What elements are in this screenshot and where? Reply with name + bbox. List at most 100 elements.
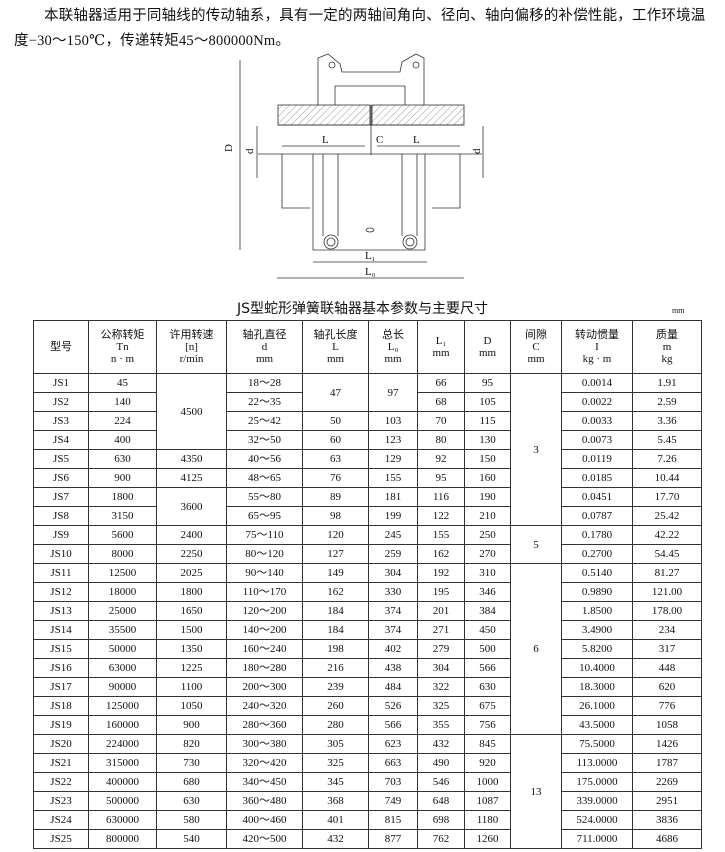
label-L-left: L bbox=[322, 134, 329, 146]
table-cell: 402 bbox=[368, 639, 418, 659]
table-row: JS2 140 22～35 68 105 0.0022 2.59 bbox=[33, 392, 702, 412]
table-cell: 181 bbox=[368, 487, 418, 507]
table-cell: JS7 bbox=[33, 487, 89, 507]
table-cell: 305 bbox=[302, 734, 369, 754]
table-cell: 178.00 bbox=[632, 601, 702, 621]
table-cell: 800000 bbox=[88, 829, 157, 849]
table-row: JS3 224 25～42 50 103 70 115 0.0033 3.36 bbox=[33, 411, 702, 431]
table-cell: JS15 bbox=[33, 639, 89, 659]
table-cell: 116 bbox=[417, 487, 465, 507]
table-row: JS20 224000 820 300～380 305 623 432 845 13 75.500… bbox=[33, 734, 702, 849]
table-cell: 18.3000 bbox=[561, 677, 633, 697]
table-row: JS15 50000 1350 160～240 198 402 279 500 5.8200 31… bbox=[33, 639, 702, 659]
table-cell: 89 bbox=[302, 487, 369, 507]
table-cell: 260 bbox=[302, 696, 369, 716]
table-cell: 45 bbox=[88, 373, 157, 393]
table-cell: 438 bbox=[368, 658, 418, 678]
table-cell: 43.5000 bbox=[561, 715, 633, 735]
table-cell: 25000 bbox=[88, 601, 157, 621]
header-line: mm bbox=[255, 353, 274, 365]
table-cell: 566 bbox=[368, 715, 418, 735]
table-cell: 920 bbox=[464, 753, 511, 773]
table-cell: JS4 bbox=[33, 430, 89, 450]
table-cell: 160～240 bbox=[226, 639, 303, 659]
table-cell: 0.0185 bbox=[561, 468, 633, 488]
table-row: JS13 25000 1650 120～200 184 374 201 384 1.8500 17… bbox=[33, 601, 702, 621]
column-header: 总长 L₀ mm bbox=[368, 320, 418, 374]
table-cell: 749 bbox=[368, 791, 418, 811]
table-cell: 630000 bbox=[88, 810, 157, 830]
header-line: mm bbox=[326, 353, 345, 365]
table-cell: 300～380 bbox=[226, 734, 303, 754]
table-row: JS10 8000 2250 80～120 127 259 162 270 0.2700 54.4… bbox=[33, 544, 702, 564]
table-cell: 0.0073 bbox=[561, 430, 633, 450]
table-cell: 0.9890 bbox=[561, 582, 633, 602]
table-cell: JS20 bbox=[33, 734, 89, 754]
table-cell: 68 bbox=[417, 392, 465, 412]
table-cell: 3600 bbox=[156, 487, 227, 526]
table-cell: 80～120 bbox=[226, 544, 303, 564]
table-cell: 113.0000 bbox=[561, 753, 633, 773]
table-cell: 95 bbox=[464, 373, 511, 393]
table-cell: 50 bbox=[302, 411, 369, 431]
table-cell: JS19 bbox=[33, 715, 89, 735]
table-row: JS4 400 32～50 60 123 80 130 0.0073 5.45 bbox=[33, 430, 702, 450]
table-cell: 5600 bbox=[88, 525, 157, 545]
table-cell: 92 bbox=[417, 449, 465, 469]
table-cell: 22～35 bbox=[226, 392, 303, 412]
table-cell: 63 bbox=[302, 449, 369, 469]
table-cell: 7.26 bbox=[632, 449, 702, 469]
table-cell: 54.45 bbox=[632, 544, 702, 564]
table-cell: 18～28 bbox=[226, 373, 303, 393]
header-line: L₁ bbox=[435, 335, 447, 347]
table-cell: 98 bbox=[302, 506, 369, 526]
header-line: r/min bbox=[179, 353, 204, 365]
table-cell: 1500 bbox=[156, 620, 227, 640]
table-cell: JS5 bbox=[33, 449, 89, 469]
table-cell: 224 bbox=[88, 411, 157, 431]
table-cell: 80 bbox=[417, 430, 465, 450]
table-cell: 2400 bbox=[156, 525, 227, 545]
table-cell: 900 bbox=[156, 715, 227, 735]
table-cell: 3150 bbox=[88, 506, 157, 526]
table-cell: 18000 bbox=[88, 582, 157, 602]
table-cell: 490 bbox=[417, 753, 465, 773]
label-L1: L₁ bbox=[365, 250, 376, 262]
table-cell: 762 bbox=[417, 829, 465, 849]
table-cell: 280 bbox=[302, 715, 369, 735]
table-cell: 484 bbox=[368, 677, 418, 697]
table-cell: 127 bbox=[302, 544, 369, 564]
table-cell: 192 bbox=[417, 563, 465, 583]
table-cell: 239 bbox=[302, 677, 369, 697]
table-cell: 0.1780 bbox=[561, 525, 633, 545]
header-line: [n] bbox=[185, 341, 198, 353]
table-cell: 432 bbox=[302, 829, 369, 849]
table-cell: JS24 bbox=[33, 810, 89, 830]
table-cell: 122 bbox=[417, 506, 465, 526]
table-cell: 42.22 bbox=[632, 525, 702, 545]
table-cell: 160 bbox=[464, 468, 511, 488]
header-line: 间隙 bbox=[525, 329, 547, 341]
table-cell: 50000 bbox=[88, 639, 157, 659]
table-row: JS24 630000 580 400～460 401 815 698 1180 524.000… bbox=[33, 810, 702, 830]
table-cell: 25.42 bbox=[632, 506, 702, 526]
table-cell: 0.0033 bbox=[561, 411, 633, 431]
label-L0: L₀ bbox=[365, 266, 376, 278]
table-cell: 325 bbox=[302, 753, 369, 773]
table-cell: 345 bbox=[302, 772, 369, 792]
table-row: JS14 35500 1500 140～200 184 374 271 450 3.4900 23… bbox=[33, 620, 702, 640]
table-cell: 1787 bbox=[632, 753, 702, 773]
table-cell: 776 bbox=[632, 696, 702, 716]
table-cell: 1180 bbox=[464, 810, 511, 830]
table-cell: 630 bbox=[464, 677, 511, 697]
table-cell: 66 bbox=[417, 373, 465, 393]
table-cell: 0.2700 bbox=[561, 544, 633, 564]
label-C: C bbox=[376, 134, 383, 146]
table-cell: 2269 bbox=[632, 772, 702, 792]
table-cell: 10.4000 bbox=[561, 658, 633, 678]
table-cell: JS23 bbox=[33, 791, 89, 811]
table-cell: 400～460 bbox=[226, 810, 303, 830]
table-title: JS型蛇形弹簧联轴器基本参数与主要尺寸 bbox=[236, 301, 488, 317]
table-cell: 195 bbox=[417, 582, 465, 602]
